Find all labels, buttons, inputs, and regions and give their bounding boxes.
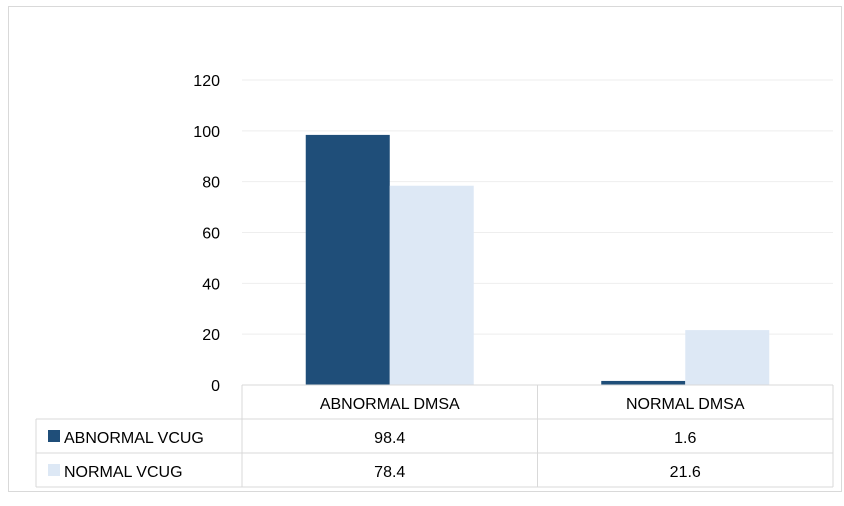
y-tick-label: 60 (202, 226, 220, 243)
y-tick-label: 0 (211, 378, 220, 395)
bar (305, 134, 390, 385)
y-tick-label: 120 (193, 73, 220, 90)
bar (685, 330, 770, 385)
legend-label: ABNORMAL VCUG (64, 430, 204, 447)
y-axis-ticks: 0 20 40 60 80 100 120 (193, 73, 220, 395)
legend-swatch (48, 430, 60, 442)
table-value: 98.4 (374, 430, 405, 447)
bars (305, 134, 770, 385)
y-tick-label: 20 (202, 327, 220, 344)
category-label: NORMAL DMSA (626, 396, 745, 413)
bar (601, 380, 686, 385)
table-value: 21.6 (670, 464, 701, 481)
y-tick-label: 80 (202, 175, 220, 192)
table-value: 78.4 (374, 464, 405, 481)
y-tick-label: 100 (193, 124, 220, 141)
legend-label: NORMAL VCUG (64, 464, 183, 481)
table-value: 1.6 (674, 430, 696, 447)
bar (389, 185, 474, 385)
data-table: ABNORMAL DMSA NORMAL DMSA ABNORMAL VCUG 98.… (35, 384, 834, 488)
category-label: ABNORMAL DMSA (320, 396, 460, 413)
y-tick-label: 40 (202, 276, 220, 293)
legend-swatch (48, 464, 60, 476)
